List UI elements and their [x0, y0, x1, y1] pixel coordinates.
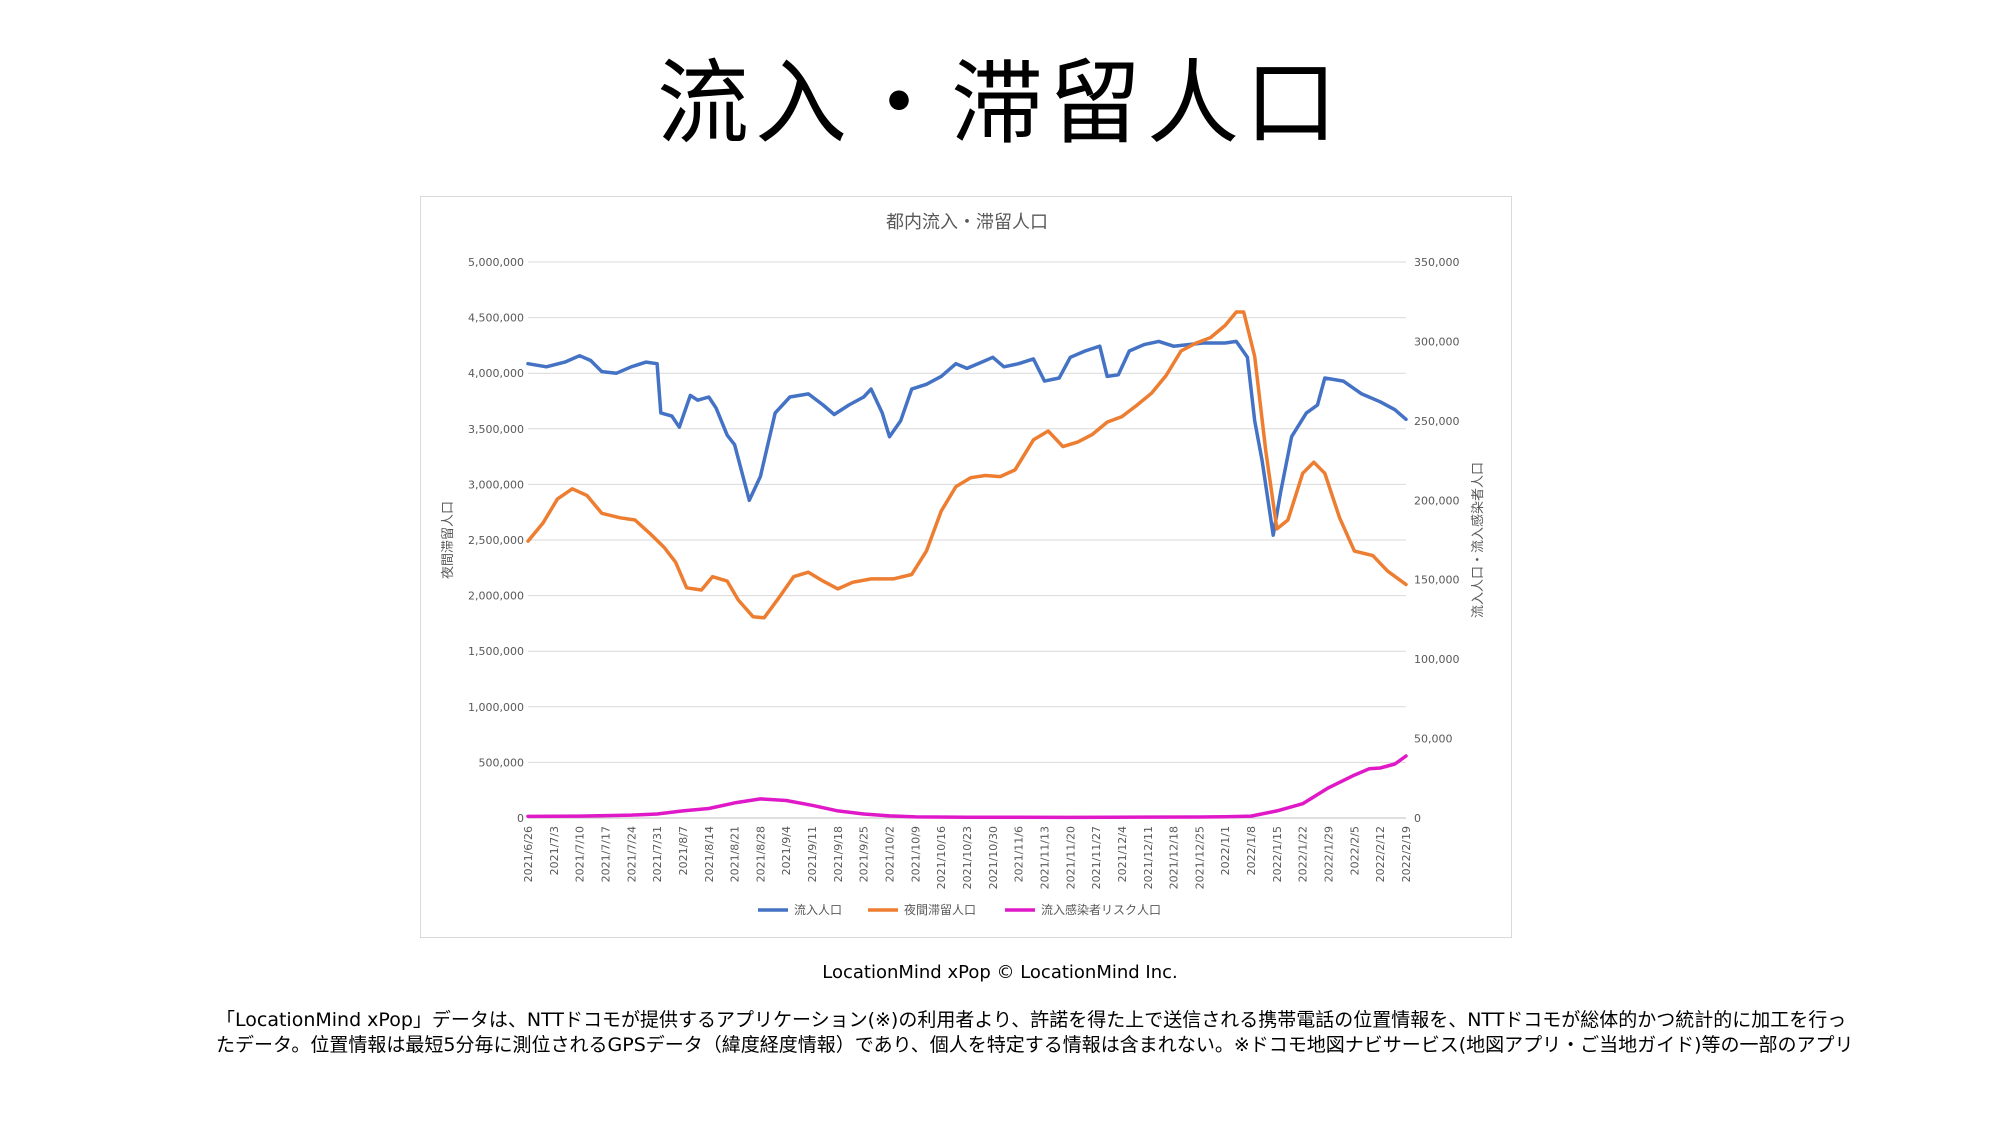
x-tick-label: 2021/12/11 — [1142, 826, 1155, 889]
chart-title: 都内流入・滞留人口 — [886, 212, 1048, 233]
y-left-tick-label: 4,500,000 — [468, 312, 524, 325]
data-description: 「LocationMind xPop」データは、NTTドコモが提供するアプリケー… — [216, 1009, 1854, 1056]
legend-item-inflow: 流入人口 — [794, 903, 842, 917]
y-right-axis-title: 流入人口・流入感染者人口 — [1470, 462, 1486, 618]
x-tick-label: 2021/8/14 — [703, 826, 716, 882]
y-right-tick-label: 100,000 — [1414, 653, 1460, 666]
y-left-tick-label: 500,000 — [479, 756, 525, 769]
x-tick-label: 2021/9/4 — [780, 826, 793, 875]
x-tick-label: 2021/6/26 — [522, 826, 535, 882]
y-right-tick-label: 300,000 — [1414, 335, 1460, 348]
x-tick-label: 2021/9/25 — [858, 826, 871, 882]
y-left-tick-label: 4,000,000 — [468, 367, 524, 380]
x-tick-label: 2022/1/1 — [1219, 826, 1232, 875]
y-left-tick-label: 0 — [517, 812, 524, 825]
credit-line: LocationMind xPop © LocationMind Inc. — [822, 962, 1178, 983]
y-right-tick-label: 200,000 — [1414, 494, 1460, 507]
y-left-tick-label: 3,000,000 — [468, 478, 524, 491]
x-tick-label: 2021/10/2 — [884, 826, 897, 882]
legend-item-infected-risk: 流入感染者リスク人口 — [1041, 902, 1161, 917]
x-tick-label: 2021/12/4 — [1116, 826, 1129, 882]
y-left-tick-label: 2,000,000 — [468, 590, 524, 603]
x-tick-label: 2021/12/18 — [1168, 826, 1181, 889]
x-tick-label: 2021/7/31 — [651, 826, 664, 882]
legend-item-night-stay: 夜間滞留人口 — [904, 902, 976, 917]
y-left-tick-label: 5,000,000 — [468, 256, 524, 269]
x-tick-label: 2022/1/8 — [1245, 826, 1258, 875]
x-tick-label: 2022/1/15 — [1271, 826, 1284, 882]
x-tick-label: 2021/9/18 — [832, 826, 845, 882]
y-left-axis-title: 夜間滞留人口 — [441, 501, 456, 579]
x-tick-label: 2021/7/10 — [574, 826, 587, 882]
x-tick-label: 2021/8/21 — [729, 826, 742, 882]
y-right-tick-label: 350,000 — [1414, 256, 1460, 269]
y-left-tick-label: 3,500,000 — [468, 423, 524, 436]
page-title: 流入・滞留人口 — [656, 50, 1343, 157]
x-tick-label: 2021/11/6 — [1013, 826, 1026, 882]
x-tick-label: 2021/11/27 — [1090, 826, 1103, 889]
x-tick-label: 2021/10/23 — [961, 826, 974, 889]
series-line-infected-risk — [526, 754, 1408, 820]
series-line-inflow — [526, 339, 1408, 537]
y-left-tick-label: 1,500,000 — [468, 645, 524, 658]
x-tick-label: 2021/8/7 — [677, 826, 690, 875]
x-tick-label: 2022/2/12 — [1374, 826, 1387, 882]
x-tick-label: 2021/10/16 — [935, 826, 948, 889]
x-tick-label: 2021/7/17 — [599, 826, 612, 882]
y-right-tick-label: 250,000 — [1414, 415, 1460, 428]
y-right-tick-label: 0 — [1414, 812, 1421, 825]
x-tick-label: 2021/7/3 — [548, 826, 561, 875]
y-right-tick-label: 50,000 — [1414, 733, 1453, 746]
chart-svg: 都内流入・滞留人口 5,000,000 4,500,000 4,000,000 3,50… — [441, 212, 1486, 917]
x-tick-label: 2021/10/9 — [909, 826, 922, 882]
y-left-tick-label: 1,000,000 — [468, 701, 524, 714]
x-tick-label: 2022/1/22 — [1297, 826, 1310, 882]
x-tick-label: 2021/7/24 — [625, 826, 638, 882]
x-tick-label: 2021/11/13 — [1038, 826, 1051, 889]
series-line-night-stay — [526, 310, 1408, 620]
x-tick-label: 2021/10/30 — [987, 826, 1000, 889]
x-tick-label: 2022/2/19 — [1400, 826, 1413, 882]
y-left-tick-label: 2,500,000 — [468, 534, 524, 547]
x-tick-label: 2022/2/5 — [1348, 826, 1361, 875]
x-tick-label: 2021/9/11 — [806, 826, 819, 882]
x-tick-label: 2022/1/29 — [1323, 826, 1336, 882]
x-tick-label: 2021/8/28 — [754, 826, 767, 882]
x-tick-label: 2021/11/20 — [1064, 826, 1077, 889]
y-right-tick-label: 150,000 — [1414, 574, 1460, 587]
x-tick-label: 2021/12/25 — [1193, 826, 1206, 889]
